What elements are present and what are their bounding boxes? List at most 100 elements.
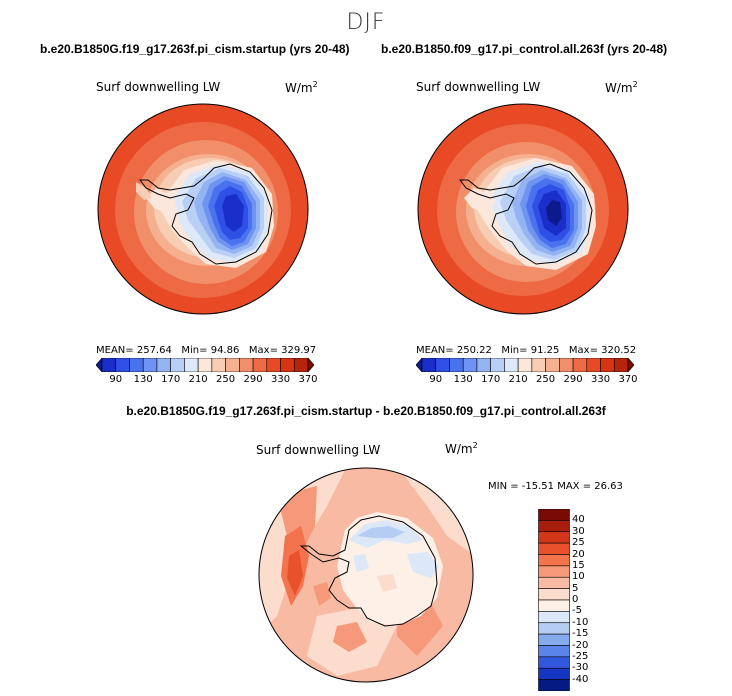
colorbar-box	[531, 358, 546, 372]
colorbar-box	[538, 599, 570, 612]
colorbar-box	[538, 611, 570, 624]
colorbar-box	[538, 520, 570, 533]
colorbar-tick-label: -20	[572, 639, 589, 651]
season-title: DJF	[346, 10, 386, 35]
colorbar-tick-label: 90	[109, 374, 123, 385]
colorbar-tick-label: 370	[618, 374, 638, 385]
colorbar-tick-label: 20	[572, 548, 585, 560]
colorbar-box	[517, 358, 533, 372]
colorbar-tick-label: 40	[572, 514, 585, 526]
colorbar-box	[197, 358, 213, 372]
colorbar-tick-label: 170	[481, 374, 501, 385]
colorbar-tick-label: 10	[572, 571, 585, 583]
colorbar-tick-label: 250	[216, 374, 236, 385]
left-variable-label: Surf downwelling LW	[96, 80, 221, 94]
difference-variable-label: Surf downwelling LW	[256, 443, 381, 457]
colorbar-box	[559, 358, 574, 372]
right-colorbar	[416, 358, 634, 372]
colorbar-box	[462, 358, 478, 372]
left-units-label: W/m2	[285, 80, 318, 95]
colorbar-box	[142, 358, 158, 372]
colorbar-box	[490, 358, 505, 372]
colorbar-tick-label: 25	[572, 537, 585, 549]
left-case-title: b.e20.B1850G.f19_g17.263f.pi_cism.startu…	[40, 42, 350, 56]
colorbar-tick-label: -40	[572, 673, 589, 685]
colorbar-box	[586, 358, 601, 372]
colorbar-box	[538, 667, 570, 680]
colorbar-tick-label: -5	[572, 605, 582, 617]
difference-units-label: W/m2	[445, 441, 478, 456]
difference-polar-map	[258, 467, 474, 683]
colorbar-tick-label: 130	[453, 374, 473, 385]
colorbar-tick-label: -15	[572, 628, 589, 640]
colorbar-box	[538, 679, 570, 691]
colorbar-box	[184, 358, 199, 372]
colorbar-box	[538, 576, 570, 589]
colorbar-high-extension	[627, 358, 634, 372]
colorbar-tick-label: 290	[243, 374, 263, 385]
colorbar-box	[538, 542, 570, 555]
colorbar-tick-label: 130	[133, 374, 153, 385]
colorbar-tick-label: 90	[429, 374, 443, 385]
colorbar-high-extension	[307, 358, 314, 372]
colorbar-tick-label: 330	[270, 374, 291, 385]
colorbar-box	[293, 358, 309, 372]
right-units-label: W/m2	[605, 80, 638, 95]
colorbar-tick-label: 370	[298, 374, 318, 385]
right-variable-label: Surf downwelling LW	[416, 80, 541, 94]
colorbar-box	[538, 509, 570, 521]
colorbar-tick-label: 170	[161, 374, 181, 385]
colorbar-box	[115, 358, 130, 372]
left-stats: MEAN= 257.64 Min= 94.86 Max= 329.97	[96, 345, 317, 356]
colorbar-box	[280, 358, 295, 372]
colorbar-tick-label: 330	[590, 374, 611, 385]
colorbar-box	[156, 358, 171, 372]
colorbar-box	[252, 358, 268, 372]
colorbar-box	[538, 588, 570, 601]
colorbar-box	[170, 358, 185, 372]
colorbar-box	[435, 358, 450, 372]
colorbar-tick-label: 250	[536, 374, 556, 385]
colorbar-tick-label: -10	[572, 616, 589, 628]
colorbar-tick-label: 290	[563, 374, 583, 385]
colorbar-box	[600, 358, 615, 372]
colorbar-tick-label: -30	[572, 662, 589, 674]
colorbar-box	[449, 358, 464, 372]
colorbar-box	[266, 358, 281, 372]
difference-colorbar	[538, 509, 570, 691]
colorbar-box	[101, 358, 117, 372]
right-case-title: b.e20.B1850.f09_g17.pi_control.all.263f …	[381, 42, 668, 56]
colorbar-box	[538, 565, 570, 578]
colorbar-tick-label: 30	[572, 525, 585, 537]
colorbar-box	[421, 358, 437, 372]
colorbar-tick-label: 210	[188, 374, 208, 385]
colorbar-box	[572, 358, 588, 372]
right-polar-map	[417, 103, 629, 315]
colorbar-box	[504, 358, 519, 372]
colorbar-box	[613, 358, 629, 372]
left-colorbar	[96, 358, 314, 372]
colorbar-low-extension	[96, 358, 103, 372]
colorbar-box	[538, 554, 570, 567]
colorbar-tick-label: 15	[572, 559, 585, 571]
difference-minmax: MIN = -15.51 MAX = 26.63	[488, 481, 623, 492]
colorbar-tick-label: -25	[572, 650, 589, 662]
colorbar-tick-label: 210	[508, 374, 528, 385]
colorbar-tick-label: 5	[572, 582, 579, 594]
colorbar-low-extension	[416, 358, 423, 372]
difference-title: b.e20.B1850G.f19_g17.263f.pi_cism.startu…	[126, 404, 606, 418]
colorbar-box	[476, 358, 491, 372]
colorbar-box	[538, 656, 570, 669]
right-stats: MEAN= 250.22 Min= 91.25 Max= 320.52	[416, 345, 637, 356]
left-polar-map	[97, 103, 309, 315]
colorbar-box	[545, 358, 560, 372]
colorbar-box	[538, 645, 570, 658]
colorbar-box	[538, 633, 570, 646]
colorbar-box	[225, 358, 240, 372]
colorbar-box	[211, 358, 226, 372]
colorbar-box	[239, 358, 254, 372]
colorbar-box	[129, 358, 144, 372]
colorbar-box	[538, 531, 570, 544]
colorbar-tick-label: 0	[572, 594, 579, 605]
colorbar-box	[538, 622, 570, 635]
